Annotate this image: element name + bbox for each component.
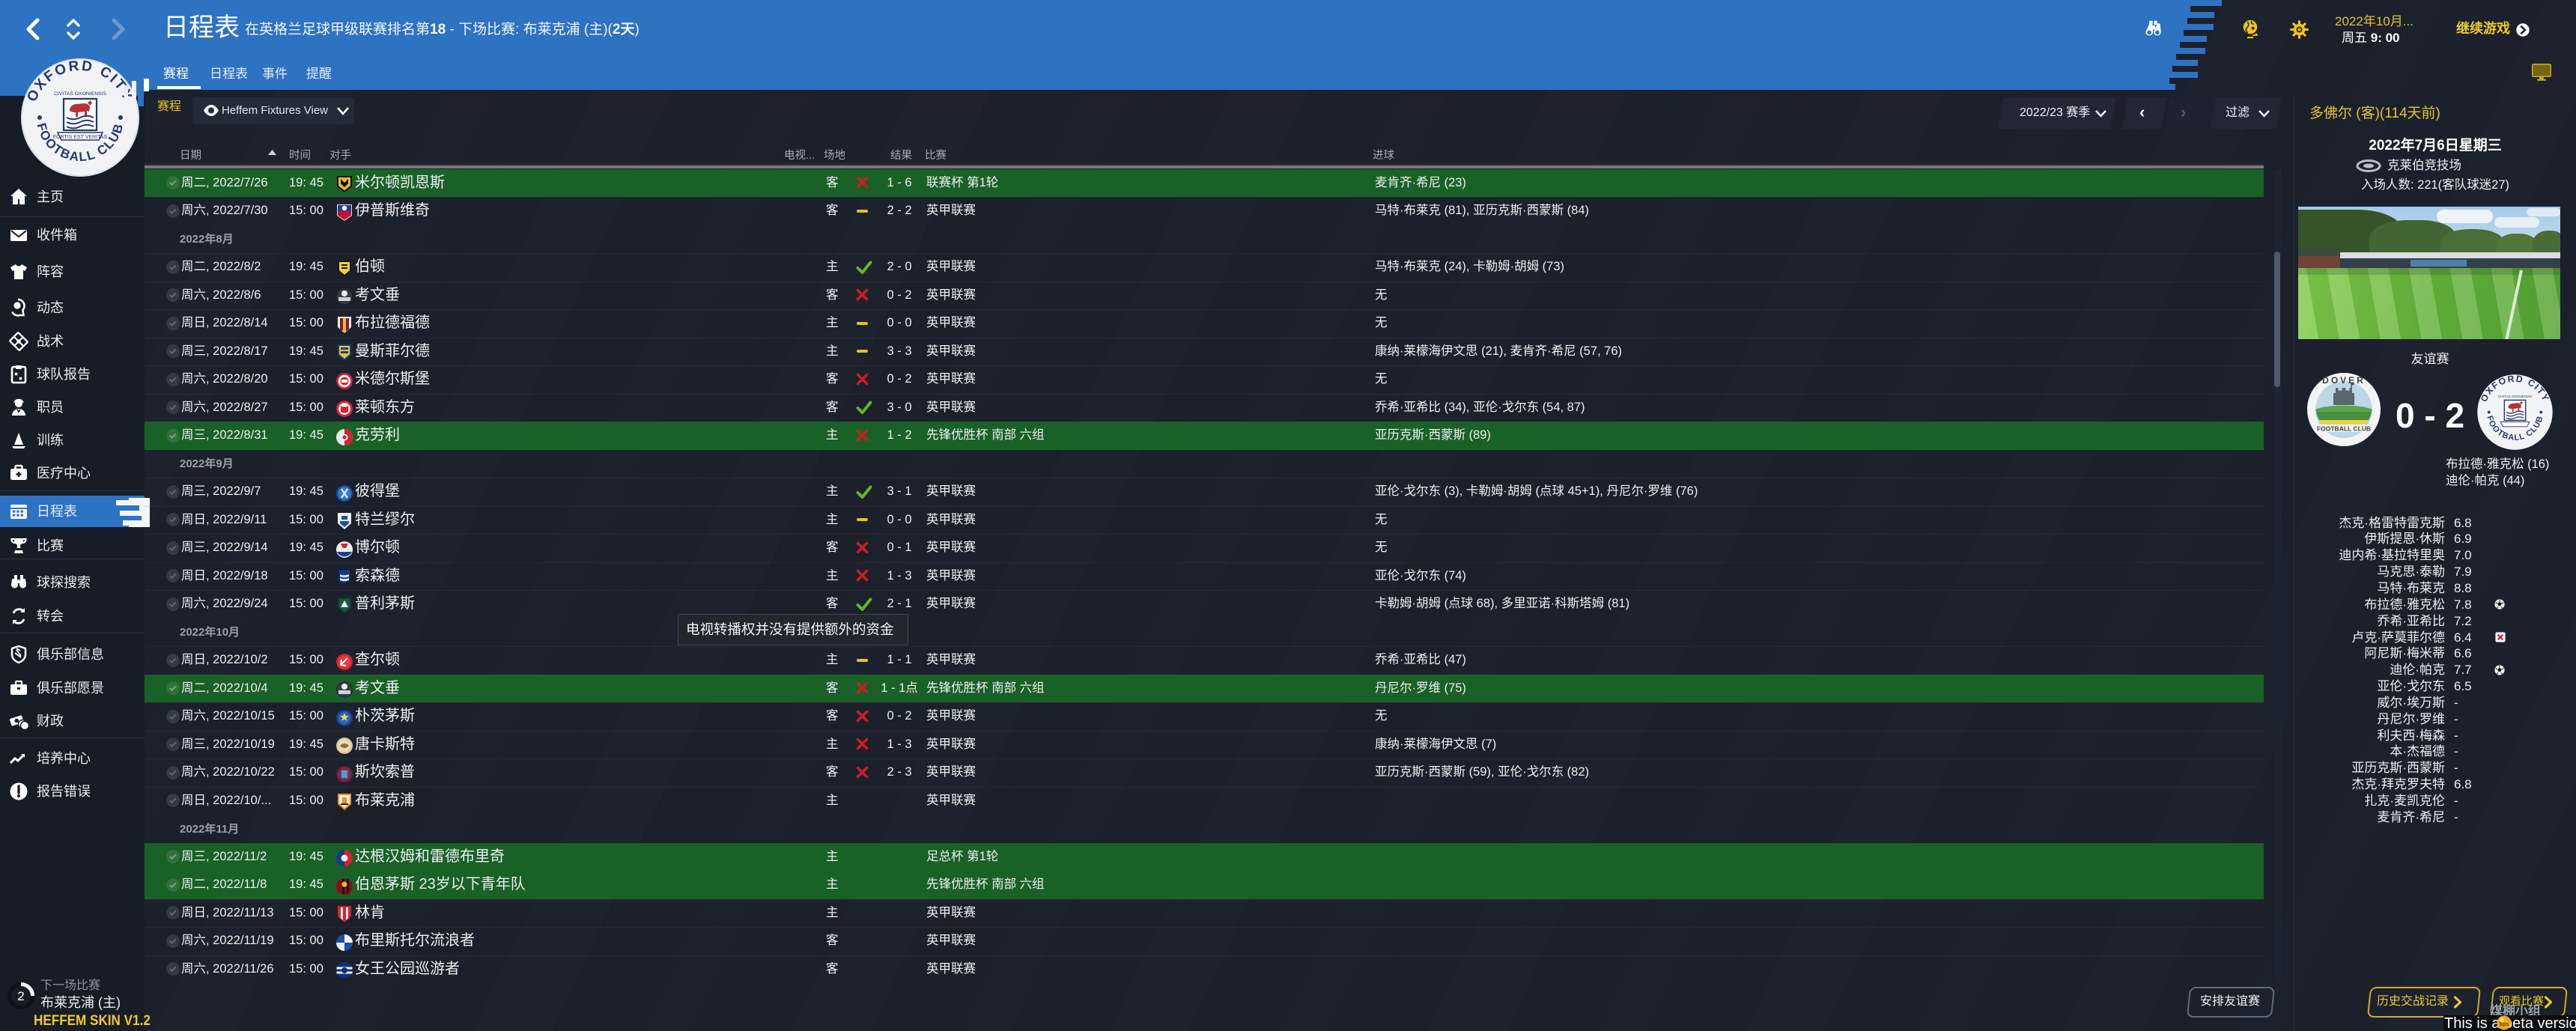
svg-text:2: 2	[17, 989, 24, 1003]
svg-text:DOVER: DOVER	[2322, 375, 2366, 386]
svg-text:CIVITAS OXONIENSIS: CIVITAS OXONIENSIS	[54, 91, 107, 97]
svg-text:bps: bps	[2500, 1022, 2509, 1027]
svg-text:FOOTBALL CLUB: FOOTBALL CLUB	[2317, 425, 2371, 433]
svg-text:CIVITAS OXONIENSIS: CIVITAS OXONIENSIS	[2498, 395, 2532, 398]
svg-text:FORTIS EST VERITAS: FORTIS EST VERITAS	[53, 135, 108, 140]
